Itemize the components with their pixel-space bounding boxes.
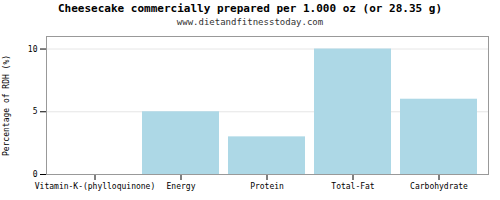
svg-text:Percentage of RDH (%): Percentage of RDH (%): [2, 55, 11, 156]
svg-text:0: 0: [33, 170, 38, 179]
svg-text:Vitamin-K-(phylloquinone): Vitamin-K-(phylloquinone): [35, 182, 155, 191]
svg-text:Carbohydrate: Carbohydrate: [410, 182, 468, 191]
svg-text:10: 10: [28, 45, 38, 54]
html-text:Cheesecake commercially prepar: Cheesecake commercially prepared per 1.0…: [57, 2, 442, 15]
svg-text:Protein: Protein: [250, 182, 284, 191]
svg-text:5: 5: [33, 107, 38, 116]
svg-text:Energy: Energy: [167, 182, 196, 191]
svg-text:Total-Fat: Total-Fat: [331, 182, 375, 191]
html-text:www.dietandfitnesstoday.com: www.dietandfitnesstoday.com: [176, 17, 324, 27]
